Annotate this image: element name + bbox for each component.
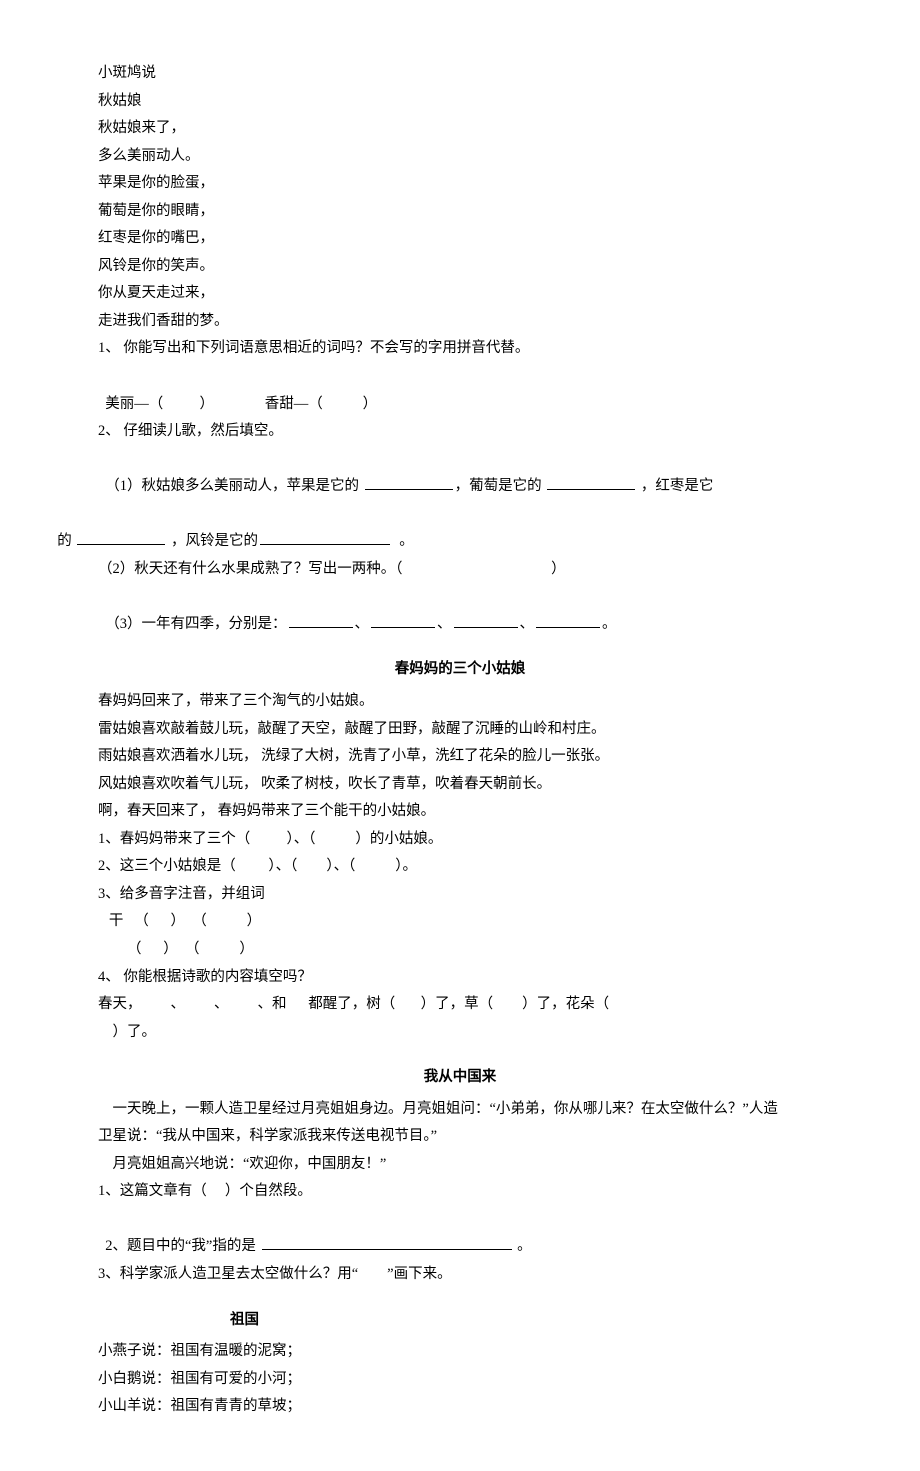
blank <box>77 531 165 545</box>
passage3-line: 一天晚上，一颗人造卫星经过月亮姐姐身边。月亮姐姐问：“小弟弟，你从哪儿来？在太空… <box>50 1096 870 1124</box>
passage2-line: 啊，春天回来了， 春妈妈带来了三个能干的小姑娘。 <box>50 798 870 826</box>
text: ，红枣是它 <box>637 478 713 494</box>
sep: 、 <box>437 616 452 632</box>
text: 2、题目中的“我”指的是 <box>105 1238 259 1254</box>
blank <box>365 476 453 490</box>
poem1-line: 苹果是你的脸蛋， <box>50 170 870 198</box>
end: 。 <box>602 616 617 632</box>
spacer <box>214 396 265 412</box>
q1-prompt: 1、 你能写出和下列词语意思相近的词吗？不会写的字用拼音代替。 <box>50 335 870 363</box>
passage4-title: 祖国 <box>50 1307 870 1335</box>
passage2-line: 风姑娘喜欢吹着气儿玩， 吹柔了树枝，吹长了青草，吹着春天朝前长。 <box>50 771 870 799</box>
q1-option-b: 香甜—（ ） <box>265 396 377 412</box>
blank <box>289 614 353 628</box>
p2-q4a: 春天， 、 、 、和 都醒了，树（ ）了，草（ ）了，花朵（ <box>50 991 870 1019</box>
blank <box>371 614 435 628</box>
p2-q1: 1、春妈妈带来了三个（ ）、（ ）的小姑娘。 <box>50 826 870 854</box>
blank <box>547 476 635 490</box>
passage4-line: 小白鹅说：祖国有可爱的小河； <box>50 1366 870 1394</box>
q2-sub1-cont: 的 ，风铃是它的 。 <box>50 501 870 556</box>
q2-sub2: （2）秋天还有什么水果成熟了？写出一两种。（ ） <box>50 556 870 584</box>
passage4-line: 小燕子说：祖国有温暖的泥窝； <box>50 1338 870 1366</box>
blank <box>536 614 600 628</box>
text: 。 <box>514 1238 532 1254</box>
text: 。 <box>392 533 414 549</box>
text: 的 <box>57 533 75 549</box>
p2-q3b: （ ） （ ） <box>50 936 870 964</box>
p2-q4b: ）了。 <box>50 1019 870 1047</box>
q1-option-a: 美丽—（ ） <box>105 396 214 412</box>
p2-q2: 2、这三个小姑娘是（ ）、（ ）、（ ）。 <box>50 853 870 881</box>
text: ，葡萄是它的 <box>455 478 546 494</box>
blank <box>260 531 390 545</box>
poem1-line: 风铃是你的笑声。 <box>50 253 870 281</box>
blank <box>262 1236 512 1250</box>
passage3-title: 我从中国来 <box>50 1064 870 1092</box>
p3-q3: 3、科学家派人造卫星去太空做什么？用“ ”画下来。 <box>50 1261 870 1289</box>
text: （3）一年有四季，分别是： <box>105 616 286 632</box>
poem1-line: 秋姑娘来了， <box>50 115 870 143</box>
poem1-line: 你从夏天走过来， <box>50 280 870 308</box>
passage2-line: 雨姑娘喜欢洒着水儿玩， 洗绿了大树，洗青了小草，洗红了花朵的脸儿一张张。 <box>50 743 870 771</box>
poem1-line: 红枣是你的嘴巴， <box>50 225 870 253</box>
q2-sub3: （3）一年有四季，分别是： 、 、 、 。 <box>50 583 870 638</box>
poem1-line: 多么美丽动人。 <box>50 143 870 171</box>
passage3-line: 卫星说：“我从中国来，科学家派我来传送电视节目。” <box>50 1123 870 1151</box>
q1-options: 美丽—（ ） 香甜—（ ） <box>50 363 870 418</box>
blank <box>454 614 518 628</box>
q2-sub1: （1）秋姑娘多么美丽动人，苹果是它的 ，葡萄是它的 ，红枣是它 <box>50 446 870 501</box>
passage2-line: 春妈妈回来了，带来了三个淘气的小姑娘。 <box>50 688 870 716</box>
q2-prompt: 2、 仔细读儿歌，然后填空。 <box>50 418 870 446</box>
passage2-line: 雷姑娘喜欢敲着鼓儿玩，敲醒了天空，敲醒了田野，敲醒了沉睡的山岭和村庄。 <box>50 716 870 744</box>
p2-q4: 4、 你能根据诗歌的内容填空吗？ <box>50 964 870 992</box>
p3-q1: 1、这篇文章有（ ）个自然段。 <box>50 1178 870 1206</box>
poem1-line: 小斑鸠说 <box>50 60 870 88</box>
sep: 、 <box>355 616 370 632</box>
p2-q3: 3、给多音字注音，并组词 <box>50 881 870 909</box>
text: （1）秋姑娘多么美丽动人，苹果是它的 <box>105 478 362 494</box>
p2-q3a: 干 （ ） （ ） <box>50 908 870 936</box>
p3-q2: 2、题目中的“我”指的是 。 <box>50 1206 870 1261</box>
passage2-title: 春妈妈的三个小姑娘 <box>50 656 870 684</box>
passage3-line: 月亮姐姐高兴地说：“欢迎你，中国朋友！” <box>50 1151 870 1179</box>
poem1-line: 走进我们香甜的梦。 <box>50 308 870 336</box>
text: ，风铃是它的 <box>167 533 258 549</box>
sep: 、 <box>520 616 535 632</box>
passage4-line: 小山羊说：祖国有青青的草坡； <box>50 1393 870 1421</box>
poem1-line: 葡萄是你的眼睛， <box>50 198 870 226</box>
poem1-line: 秋姑娘 <box>50 88 870 116</box>
